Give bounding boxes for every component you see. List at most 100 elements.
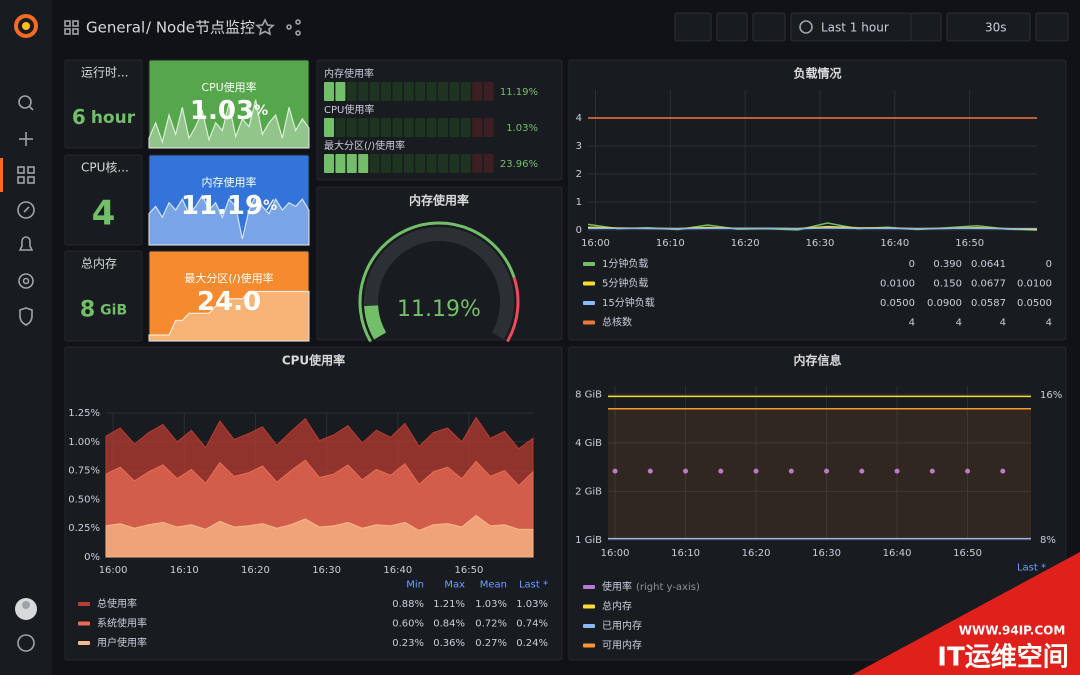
legend-value: 0.84% xyxy=(433,619,465,630)
legend-swatch xyxy=(78,641,90,645)
bar-gauge-cell xyxy=(426,118,437,137)
bar-gauge-cell xyxy=(483,118,494,137)
star-button[interactable] xyxy=(255,18,275,36)
stat-unit: hour xyxy=(91,108,136,128)
legend-entry: 可用内存 xyxy=(602,639,642,652)
legend-value: 1.21% xyxy=(433,599,465,610)
dashboard-title: / Node节点监控 xyxy=(146,19,255,37)
search-icon[interactable] xyxy=(18,95,34,111)
shield-icon[interactable] xyxy=(19,307,33,326)
x-tick-label: 16:20 xyxy=(241,565,270,576)
legend-value: 0.0500 xyxy=(880,298,915,309)
tv-mode-button[interactable] xyxy=(1035,12,1069,42)
y-tick-label: 1 GiB xyxy=(575,535,602,546)
share-button[interactable] xyxy=(286,19,301,36)
bar-gauge-cell xyxy=(449,118,460,137)
bar-gauge-cell-lit xyxy=(324,118,334,137)
help-icon[interactable] xyxy=(17,634,35,652)
y-tick-label: 1.00% xyxy=(68,437,100,448)
line xyxy=(588,227,1037,230)
data-point xyxy=(894,468,900,474)
bar-gauge-cell xyxy=(381,118,391,137)
bar-gauge-label: 最大分区(/)使用率 xyxy=(324,139,405,152)
refresh-interval: 30s xyxy=(985,21,1007,35)
legend-entry: 总使用率 xyxy=(97,597,137,610)
explore-icon[interactable] xyxy=(17,201,35,219)
x-tick-label: 16:50 xyxy=(955,238,984,249)
y-tick-label: 0.75% xyxy=(68,466,100,477)
legend-entry: 5分钟负载 xyxy=(602,277,648,290)
legend-header: Min xyxy=(406,580,424,591)
bar-gauge-cell-lit xyxy=(324,154,334,173)
bar-gauge-cell xyxy=(460,82,471,101)
alerting-icon[interactable] xyxy=(18,236,34,251)
legend-note: (right y-axis) xyxy=(636,582,700,593)
legend-value: 4 xyxy=(956,318,962,329)
settings-button[interactable] xyxy=(752,12,786,42)
legend-value: 4 xyxy=(1000,318,1006,329)
legend-name: 使用率 xyxy=(602,580,632,593)
stat-number: 11.19 xyxy=(181,191,263,221)
zoom-out-button[interactable] xyxy=(910,12,942,42)
bar-gauge-cell xyxy=(381,82,391,101)
breadcrumb-folder[interactable]: General xyxy=(86,19,145,37)
data-point xyxy=(929,468,935,474)
legend-name: 1分钟负载 xyxy=(602,257,648,270)
y-tick-label: 8 GiB xyxy=(575,389,602,400)
x-tick-label: 16:50 xyxy=(455,565,484,576)
add-panel-button[interactable] xyxy=(674,12,712,42)
y-tick-label: 0.25% xyxy=(68,523,100,534)
legend-value: 0.74% xyxy=(516,619,548,630)
refresh-picker[interactable] xyxy=(946,12,1031,42)
x-tick-label: 16:50 xyxy=(953,548,982,559)
stat-title: 内存使用率 xyxy=(202,175,257,189)
stat-title: CPU核... xyxy=(81,161,129,175)
dashboards-icon[interactable] xyxy=(17,166,35,184)
legend-swatch xyxy=(583,585,595,589)
panel-title: CPU使用率 xyxy=(282,353,345,368)
x-tick-label: 16:20 xyxy=(731,238,760,249)
bar-gauge-unit: % xyxy=(528,159,538,170)
gauge-threshold-base xyxy=(358,221,516,343)
bar-gauge-cell-lit xyxy=(335,154,346,173)
legend-name: 总内存 xyxy=(602,600,632,613)
bar-gauge-cell-lit xyxy=(358,154,369,173)
panel xyxy=(64,154,143,246)
config-icon[interactable] xyxy=(18,273,34,289)
y-tick-label: 0 xyxy=(576,225,582,236)
save-button[interactable] xyxy=(716,12,748,42)
x-tick-label: 16:40 xyxy=(880,238,909,249)
legend-value: 0 xyxy=(909,259,915,270)
legend-name: 总使用率 xyxy=(97,597,137,610)
stat-title: 运行时... xyxy=(81,66,128,80)
data-point xyxy=(683,468,689,474)
data-point xyxy=(753,468,759,474)
create-icon[interactable] xyxy=(19,132,33,146)
x-tick-label: 16:10 xyxy=(671,548,700,559)
legend-value: 0.0677 xyxy=(971,279,1006,290)
legend-entry: 使用率 (right y-axis) xyxy=(602,580,700,593)
panel xyxy=(64,59,143,149)
bar-gauge-cell xyxy=(403,154,414,173)
bar-gauge-cell xyxy=(369,118,380,137)
stat-value: 6 hour xyxy=(72,105,136,129)
avatar[interactable] xyxy=(15,598,37,620)
data-point xyxy=(965,468,971,474)
sidebar xyxy=(0,0,52,675)
bar-gauge-cell xyxy=(426,82,437,101)
bar-gauge-value: 23.96% xyxy=(500,159,538,170)
bar-gauge-cell xyxy=(346,118,357,137)
y-tick-label: 4 GiB xyxy=(575,438,602,449)
stat-number: 8 xyxy=(80,297,95,322)
legend-swatch xyxy=(78,621,90,626)
y-tick-label: 0% xyxy=(84,552,100,563)
gauge-number: 11.19 xyxy=(397,297,460,322)
bar-gauge-label: 内存使用率 xyxy=(324,67,374,80)
panel xyxy=(568,59,1067,341)
data-point xyxy=(647,468,653,474)
legend-value: 0.0900 xyxy=(927,298,962,309)
panel xyxy=(568,346,1067,661)
logo[interactable] xyxy=(14,14,38,38)
x-tick-label: 16:30 xyxy=(806,238,835,249)
